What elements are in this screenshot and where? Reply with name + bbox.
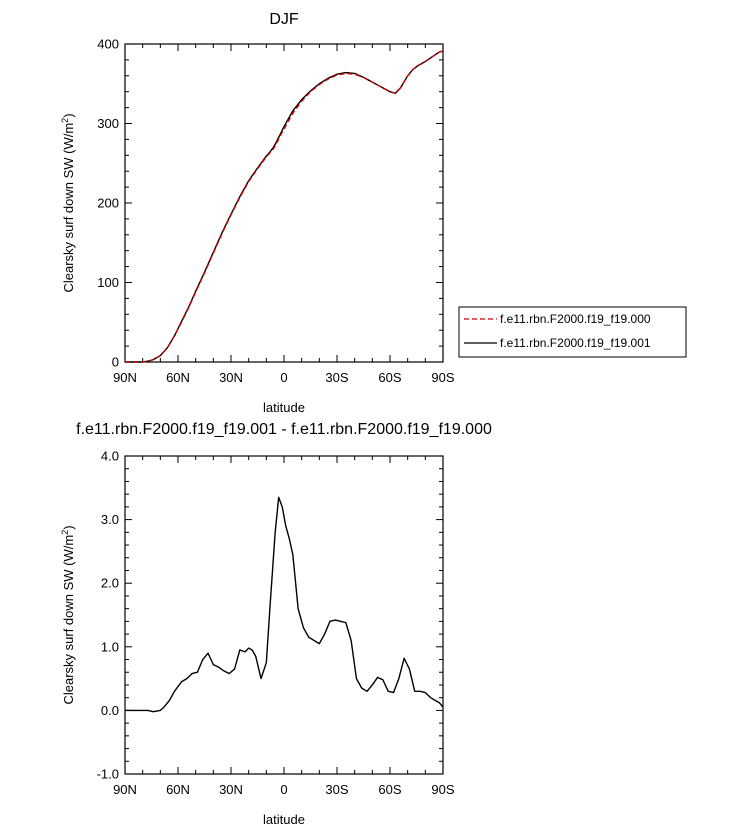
top-chart-x-tick-label: 90N xyxy=(113,370,137,385)
bottom-chart-panel: f.e11.rbn.F2000.f19_f19.001 - f.e11.rbn.… xyxy=(60,421,492,827)
top-chart-series-1-line xyxy=(125,50,444,363)
bottom-chart-x-tick-label: 0 xyxy=(280,782,287,797)
top-chart-y-tick-label: 100 xyxy=(97,275,119,290)
bottom-chart-x-tick-label: 30N xyxy=(219,782,243,797)
top-chart-y-tick-label: 300 xyxy=(97,116,119,131)
bottom-chart-plot-area xyxy=(124,455,444,775)
bottom-chart-y-tick-label: 3.0 xyxy=(101,512,119,527)
bottom-chart-y-tick-label: 0.0 xyxy=(101,703,119,718)
legend-label-series-0: f.e11.rbn.F2000.f19_f19.000 xyxy=(500,312,651,326)
top-chart-y-tick-label: 200 xyxy=(97,196,119,211)
bottom-chart-x-tick-label: 90S xyxy=(431,782,454,797)
top-chart-panel: DJF 90N 60N 30N 0 30S 60S 90S 0 100 200 300 400 la… xyxy=(60,11,687,415)
legend-box xyxy=(458,306,687,358)
top-chart-x-axis-title: latitude xyxy=(263,400,305,415)
top-chart-y-axis-title-close: ) xyxy=(61,113,76,117)
top-chart-y-tick-labels: 0 100 200 300 400 xyxy=(97,37,119,370)
bottom-chart-frame xyxy=(124,455,444,775)
top-chart-series-0-line xyxy=(125,50,444,363)
top-chart-y-tick-label: 400 xyxy=(97,37,119,52)
bottom-chart-x-tick-label: 60N xyxy=(166,782,190,797)
top-chart-ticks xyxy=(124,43,444,363)
top-chart-x-tick-label: 60N xyxy=(166,370,190,385)
top-chart-title: DJF xyxy=(269,11,299,28)
bottom-chart-y-axis-title-close: ) xyxy=(61,525,76,529)
bottom-chart-ticks xyxy=(124,455,444,775)
top-chart-x-tick-labels: 90N 60N 30N 0 30S 60S 90S xyxy=(113,370,455,385)
bottom-chart-x-tick-label: 60S xyxy=(378,782,401,797)
bottom-chart-y-tick-labels: -1.0 0.0 1.0 2.0 3.0 4.0 xyxy=(97,449,119,782)
bottom-chart-x-axis-title: latitude xyxy=(263,812,305,827)
top-chart-x-tick-label: 60S xyxy=(378,370,401,385)
top-chart-x-tick-label: 30S xyxy=(325,370,348,385)
top-chart-x-tick-label: 30N xyxy=(219,370,243,385)
bottom-chart-title: f.e11.rbn.F2000.f19_f19.001 - f.e11.rbn.… xyxy=(76,421,492,438)
bottom-chart-y-axis-title: Clearsky surf down SW (W/m2) xyxy=(60,525,76,704)
legend: f.e11.rbn.F2000.f19_f19.000 f.e11.rbn.F2… xyxy=(458,306,687,358)
bottom-chart-y-tick-label: -1.0 xyxy=(97,767,119,782)
top-chart-x-tick-label: 0 xyxy=(280,370,287,385)
bottom-chart-y-axis-title-text: Clearsky surf down SW (W/m xyxy=(61,535,76,705)
top-chart-y-axis-title-text: Clearsky surf down SW (W/m xyxy=(61,123,76,293)
bottom-chart-y-tick-label: 1.0 xyxy=(101,639,119,654)
bottom-chart-x-tick-label: 90N xyxy=(113,782,137,797)
bottom-chart-series-0-line xyxy=(125,496,444,713)
top-chart-frame xyxy=(124,43,444,363)
top-chart-y-axis-title: Clearsky surf down SW (W/m2) xyxy=(60,113,76,292)
top-chart-y-axis-title-sup: 2 xyxy=(60,118,70,123)
top-chart-y-tick-label: 0 xyxy=(112,355,119,370)
bottom-chart-y-tick-label: 4.0 xyxy=(101,449,119,464)
top-chart-series xyxy=(125,50,444,363)
bottom-chart-x-tick-labels: 90N 60N 30N 0 30S 60S 90S xyxy=(113,782,455,797)
bottom-chart-y-tick-label: 2.0 xyxy=(101,576,119,591)
legend-label-series-1: f.e11.rbn.F2000.f19_f19.001 xyxy=(500,336,651,350)
bottom-chart-x-tick-label: 30S xyxy=(325,782,348,797)
bottom-chart-series xyxy=(125,496,444,713)
top-chart-x-tick-label: 90S xyxy=(431,370,454,385)
bottom-chart-y-axis-title-sup: 2 xyxy=(60,530,70,535)
top-chart-plot-area xyxy=(124,43,444,363)
